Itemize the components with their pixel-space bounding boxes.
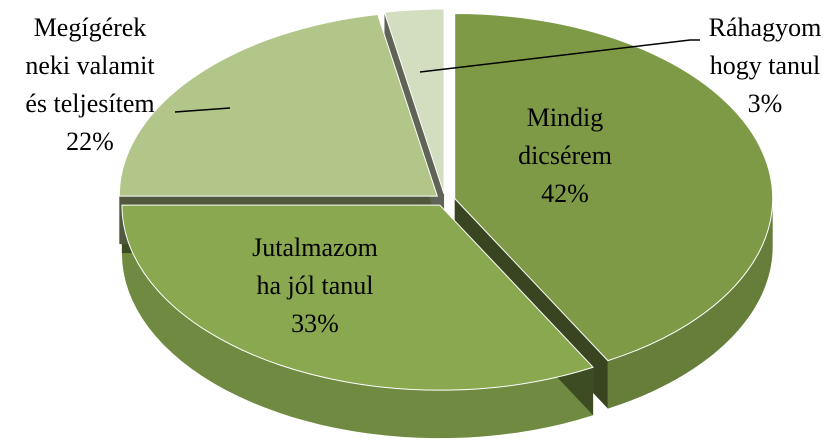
pie-side: [121, 205, 594, 439]
category-label: hogy tanul: [710, 51, 821, 80]
value-label: 33%: [291, 309, 339, 338]
category-label: Ráhagyom: [709, 13, 822, 42]
value-label: 3%: [748, 89, 783, 118]
leader-line: [174, 107, 231, 113]
category-label: Jutalmazom: [252, 233, 378, 262]
pie-slice: [121, 204, 595, 391]
pie-slice: [383, 8, 445, 195]
value-label: 42%: [541, 179, 589, 208]
category-label: Mindig: [527, 103, 604, 132]
leader-line: [419, 39, 700, 73]
category-label: neki valamit: [25, 51, 155, 80]
value-label: 22%: [66, 127, 114, 156]
pie-slice: [118, 13, 438, 197]
labels: Mindig dicsérem 42% Jutalmazom ha jól tanul 3…: [25, 13, 821, 338]
category-label: Megígérek: [34, 13, 147, 42]
pie-side: [607, 198, 773, 409]
category-label: és teljesítem: [25, 89, 154, 118]
category-label: dicsérem: [518, 141, 612, 170]
category-label: ha jól tanul: [257, 271, 374, 300]
pie-tops: [118, 8, 774, 391]
pie-slice: [454, 13, 774, 362]
